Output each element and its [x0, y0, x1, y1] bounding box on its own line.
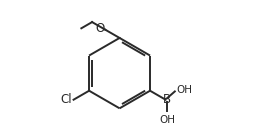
Text: OH: OH — [159, 115, 175, 125]
Text: O: O — [95, 22, 104, 35]
Text: B: B — [163, 93, 171, 106]
Text: OH: OH — [176, 85, 192, 95]
Text: Cl: Cl — [60, 93, 72, 106]
